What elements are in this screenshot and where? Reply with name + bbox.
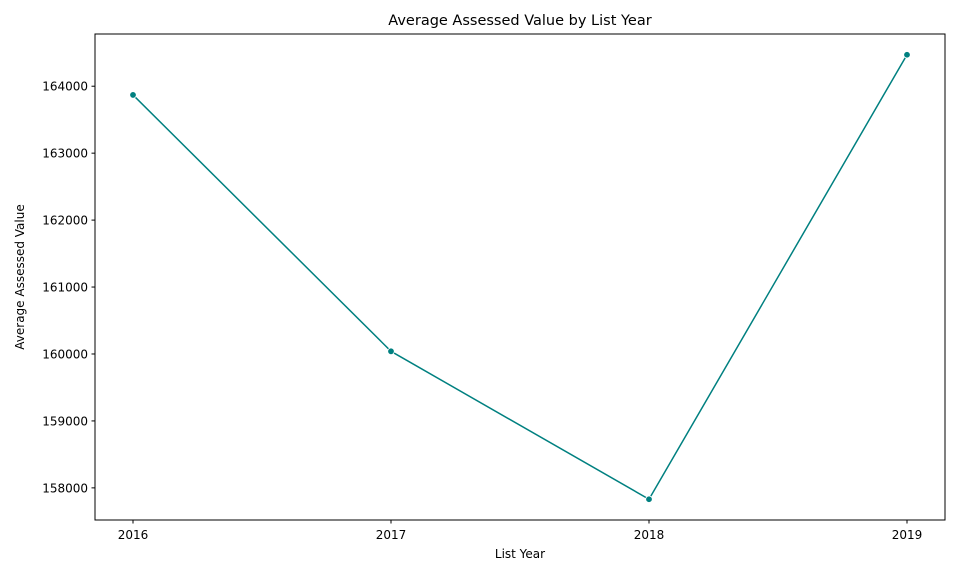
series-line	[132, 54, 908, 500]
y-tick-label: 163000	[42, 147, 88, 161]
series-points	[129, 51, 911, 503]
x-tick-label: 2019	[892, 528, 923, 542]
x-axis-label: List Year	[495, 547, 545, 561]
y-axis-ticks: 158000 159000 160000 161000 162000 163000 1640…	[42, 80, 95, 495]
chart-title: Average Assessed Value by List Year	[388, 13, 651, 29]
y-tick-label: 161000	[42, 281, 88, 295]
data-point	[645, 495, 653, 503]
x-tick-label: 2018	[634, 528, 665, 542]
data-point	[903, 51, 911, 59]
y-tick-label: 160000	[42, 347, 88, 361]
x-tick-label: 2016	[118, 528, 149, 542]
data-point	[387, 347, 395, 356]
series-lines	[132, 54, 908, 500]
x-axis-ticks: 2016 2017 2018 2019	[118, 520, 923, 542]
data-point	[129, 91, 137, 99]
y-tick-label: 164000	[42, 80, 88, 94]
x-tick-label: 2017	[376, 528, 407, 542]
plot-area-frame	[94, 33, 946, 521]
y-axis-label: Average Assessed Value	[13, 204, 27, 349]
y-tick-label: 162000	[42, 214, 88, 228]
y-tick-label: 159000	[42, 414, 88, 428]
y-tick-label: 158000	[42, 481, 88, 495]
